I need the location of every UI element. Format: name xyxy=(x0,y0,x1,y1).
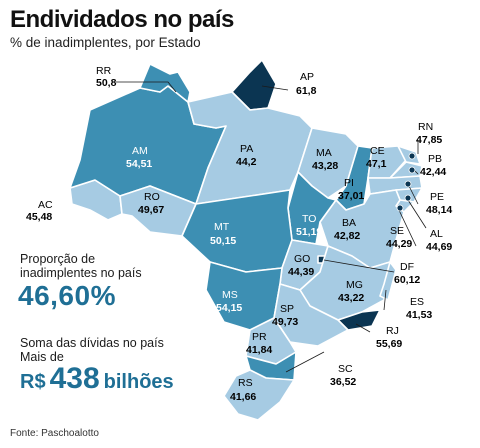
state-value: 54,51 xyxy=(126,158,152,170)
label-MA: MA 43,28 xyxy=(312,147,338,172)
state-value: 54,15 xyxy=(216,302,242,314)
label-RJ: RJ 55,69 xyxy=(376,325,402,350)
label-SP: SP 49,73 xyxy=(272,303,298,328)
state-code: PR xyxy=(252,331,267,343)
state-value: 49,67 xyxy=(138,204,164,216)
label-DF: DF 60,12 xyxy=(394,261,420,286)
label-SC: SC 36,52 xyxy=(330,363,356,388)
state-code: MA xyxy=(316,147,332,159)
state-code: MG xyxy=(346,279,363,291)
state-code: SC xyxy=(338,363,353,375)
label-AP: AP 61,8 xyxy=(296,71,317,97)
state-code: AM xyxy=(132,145,148,157)
source-note: Fonte: Paschoalotto xyxy=(10,428,99,439)
state-code: AP xyxy=(300,71,314,83)
debt-value: 438 xyxy=(49,362,100,395)
proportion-label: Proporção de inadimplentes no país xyxy=(20,252,142,280)
label-RS: RS 41,66 xyxy=(230,377,256,403)
state-value: 44,29 xyxy=(386,238,412,250)
state-code: PB xyxy=(428,153,442,165)
state-code: RO xyxy=(144,191,160,203)
map-title: Endividados no país xyxy=(10,6,234,33)
label-MG: MG 43,22 xyxy=(338,279,364,304)
state-value: 47,85 xyxy=(416,134,442,146)
state-code: RR xyxy=(96,65,112,77)
state-value: 36,52 xyxy=(330,376,356,388)
state-value: 51,19 xyxy=(296,226,322,238)
label-PE: PE 48,14 xyxy=(426,191,452,216)
state-value: 41,84 xyxy=(246,344,272,356)
label-AL: AL 44,69 xyxy=(426,228,452,253)
label-RN: RN 47,85 xyxy=(416,121,442,146)
state-code: RS xyxy=(238,377,253,389)
map-subtitle: % de inadimplentes, por Estado xyxy=(10,35,201,50)
state-value: 48,14 xyxy=(426,204,452,216)
state-value: 41,53 xyxy=(406,309,432,321)
state-RR xyxy=(139,63,191,103)
label-PA: PA 44,2 xyxy=(236,143,257,168)
state-code: MS xyxy=(222,289,238,301)
state-code: PI xyxy=(344,177,354,189)
state-code: PE xyxy=(430,191,444,203)
state-code: RJ xyxy=(386,325,399,337)
label-TO: TO 51,19 xyxy=(296,213,322,238)
label-AM: AM 54,51 xyxy=(126,145,152,170)
state-code: PA xyxy=(240,143,253,155)
label-PR: PR 41,84 xyxy=(246,331,272,356)
state-code: SE xyxy=(390,225,404,237)
state-code: MT xyxy=(214,221,230,233)
state-value: 47,1 xyxy=(366,158,387,170)
debt-currency: R$ xyxy=(20,371,46,393)
state-value: 43,28 xyxy=(312,160,338,172)
debt-total: R$ 438 bilhões xyxy=(20,362,174,396)
state-code: CE xyxy=(370,145,385,157)
state-code: DF xyxy=(400,261,414,273)
state-code: RN xyxy=(418,121,433,133)
label-AC: AC 45,48 xyxy=(26,199,53,223)
label-ES: ES 41,53 xyxy=(406,296,432,321)
state-value: 45,48 xyxy=(26,211,52,223)
state-value: 41,66 xyxy=(230,391,256,403)
label-MS: MS 54,15 xyxy=(216,289,242,314)
state-value: 42,44 xyxy=(420,166,446,178)
label-CE: CE 47,1 xyxy=(366,145,387,170)
label-PI: PI 37,01 xyxy=(338,177,364,202)
label-RR: RR 50,8 xyxy=(96,65,117,89)
debt-unit: bilhões xyxy=(103,371,174,393)
state-value: 61,8 xyxy=(296,85,317,97)
state-value: 42,82 xyxy=(334,230,360,242)
debt-label: Soma das dívidas no país Mais de xyxy=(20,336,164,364)
label-GO: GO 44,39 xyxy=(288,253,314,278)
proportion-value: 46,60% xyxy=(18,280,116,311)
label-RO: RO 49,67 xyxy=(138,191,164,216)
state-code: ES xyxy=(410,296,424,308)
state-code: BA xyxy=(342,217,356,229)
state-code: TO xyxy=(302,213,316,225)
state-code: GO xyxy=(294,253,310,265)
state-code: SP xyxy=(280,303,294,315)
state-value: 44,69 xyxy=(426,241,452,253)
state-value: 50,15 xyxy=(210,235,236,247)
state-value: 43,22 xyxy=(338,292,364,304)
state-code: AL xyxy=(430,228,443,240)
state-value: 60,12 xyxy=(394,274,420,286)
state-value: 44,39 xyxy=(288,266,314,278)
state-value: 49,73 xyxy=(272,316,298,328)
state-value: 55,69 xyxy=(376,338,402,350)
label-MT: MT 50,15 xyxy=(210,221,236,247)
state-value: 44,2 xyxy=(236,156,257,168)
state-value: 50,8 xyxy=(96,77,117,89)
label-SE: SE 44,29 xyxy=(386,225,412,250)
label-PB: PB 42,44 xyxy=(420,153,446,178)
label-BA: BA 42,82 xyxy=(334,217,360,242)
state-code: AC xyxy=(38,199,53,211)
state-value: 37,01 xyxy=(338,190,364,202)
state-RO xyxy=(119,185,197,237)
state-RS xyxy=(223,369,295,421)
